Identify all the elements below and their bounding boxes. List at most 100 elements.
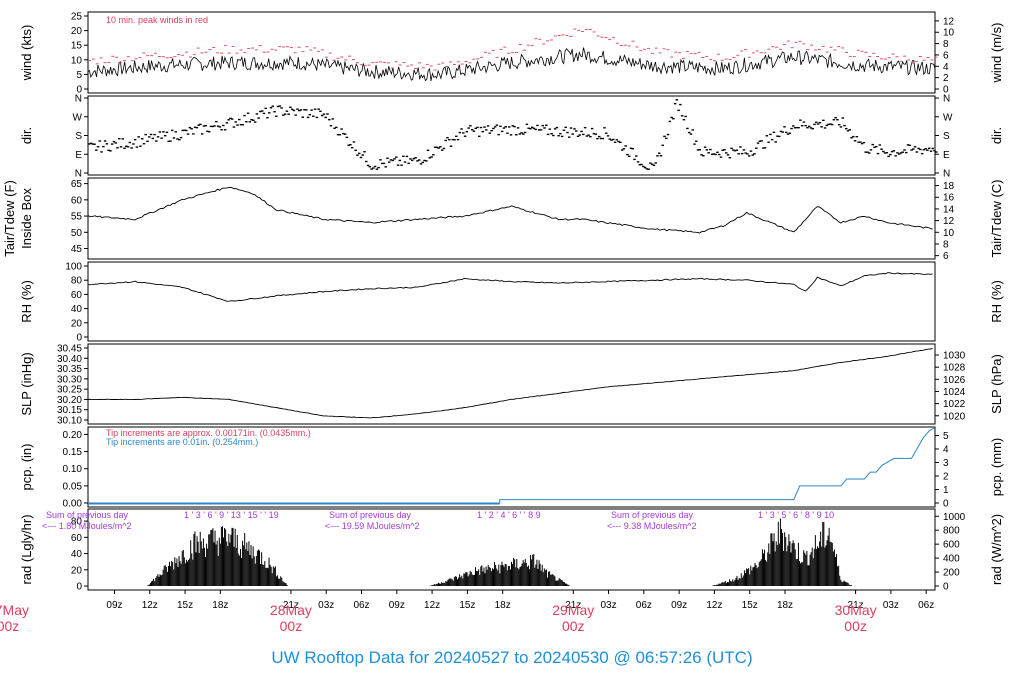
- panel-frame-rh: [87, 261, 936, 342]
- ytick-label-left: 0.15: [63, 447, 83, 458]
- ytick-label-left: 10: [71, 55, 83, 66]
- ylabel-right-wind: wind (m/s): [989, 23, 1004, 84]
- ytick-label-left: 45: [71, 244, 83, 255]
- ytick-label-right: 200: [943, 568, 960, 579]
- panel-frame-rad: [87, 508, 936, 591]
- ytick-label-left: 30.40: [57, 354, 82, 365]
- rad-hour-marks: 1 ' 3 ' 6 ' 9 ' 13 ' 15 ' ' 19: [184, 510, 279, 520]
- ylabel-left-temp: Tair/Tdew (F): [2, 180, 17, 257]
- rad-note-label: Sum of previous day: [611, 510, 694, 520]
- ylabel-left-rad: rad (Lgly/hr): [19, 514, 34, 584]
- xtick-label: 21z: [283, 600, 299, 611]
- xtick-label: 06z: [353, 600, 369, 611]
- ytick-label-left: 25: [71, 12, 83, 23]
- xtick-label: 12z: [706, 600, 722, 611]
- ytick-label-right: W: [943, 112, 953, 123]
- xtick-label: 15z: [459, 600, 475, 611]
- rad-hour-marks: 1 ' 2 ' 4 ' 6 ' ' 8 9: [477, 510, 541, 520]
- day-sub-label: 00z: [562, 618, 585, 634]
- ytick-label-left: 0.20: [63, 430, 83, 441]
- ytick-label-left: E: [75, 150, 82, 161]
- ytick-label-right: N: [943, 169, 950, 180]
- ytick-label-right: 6: [943, 50, 949, 61]
- pcp-note-1: Tip increments are approx. 0.00171in. (0…: [106, 428, 311, 438]
- ytick-label-right: 10: [943, 28, 955, 39]
- ytick-label-right: 14: [943, 204, 955, 215]
- panel-frame-wind: [87, 11, 936, 94]
- ytick-label-left: 15: [71, 41, 83, 52]
- ytick-label-right: 1020: [943, 411, 966, 422]
- ytick-label-right: 1000: [943, 512, 966, 523]
- xtick-label: 12z: [142, 600, 158, 611]
- xtick-label: 21z: [565, 600, 581, 611]
- ytick-label-left: S: [75, 131, 82, 142]
- day-label: 30May: [835, 602, 877, 618]
- ytick-label-left: 55: [71, 212, 83, 223]
- ylabel-right-rad: rad (W/m^2): [989, 514, 1004, 585]
- xtick-label: 15z: [177, 600, 193, 611]
- ytick-label-left: 0.00: [63, 499, 83, 510]
- day-label: 28May: [270, 602, 312, 618]
- xtick-label: 21z: [848, 600, 864, 611]
- ytick-label-left: 60: [71, 195, 83, 206]
- ylabel-left-slp: SLP (inHg): [19, 352, 34, 415]
- ytick-label-left: N: [75, 94, 82, 105]
- ytick-label-left: 100: [65, 262, 82, 273]
- xtick-label: 18z: [495, 600, 511, 611]
- rad-note-value: <--- 19.59 MJoules/m^2: [325, 521, 420, 531]
- ytick-label-left: 30.35: [57, 364, 82, 375]
- day-sub-label: 00z: [280, 618, 303, 634]
- xtick-label: 09z: [671, 600, 687, 611]
- ytick-label-left: 40: [71, 304, 83, 315]
- ylabel-left-dir: dir.: [19, 127, 34, 144]
- ytick-label-left: 50: [71, 228, 83, 239]
- ytick-label-left: 80: [71, 276, 83, 287]
- xtick-label: 03z: [600, 600, 616, 611]
- ytick-label-right: 4: [943, 445, 949, 456]
- day-sub-label: 00z: [0, 618, 19, 634]
- ytick-label-left: 0.05: [63, 481, 83, 492]
- ytick-label-left: 20: [71, 26, 83, 37]
- ytick-label-left: 0: [76, 85, 82, 96]
- ytick-label-left: 5: [76, 70, 82, 81]
- ytick-label-left: 30.25: [57, 385, 82, 396]
- ytick-label-left: 0: [76, 582, 82, 593]
- series-slp: [87, 348, 933, 419]
- ytick-label-right: 0: [943, 85, 949, 96]
- ytick-label-right: N: [943, 94, 950, 105]
- day-label: 27May: [0, 602, 29, 618]
- ytick-label-right: E: [943, 150, 950, 161]
- ytick-label-right: 1022: [943, 399, 966, 410]
- ylabel-left-wind: wind (kts): [19, 25, 34, 82]
- xtick-label: 06z: [918, 600, 934, 611]
- ytick-label-left: 30.20: [57, 395, 82, 406]
- xtick-label: 15z: [742, 600, 758, 611]
- ytick-label-right: 8: [943, 239, 949, 250]
- footer-title: UW Rooftop Data for 20240527 to 20240530…: [271, 648, 753, 667]
- ytick-label-right: S: [943, 131, 950, 142]
- ytick-label-left: 80: [71, 517, 83, 528]
- day-label: 29May: [552, 602, 594, 618]
- ytick-label-right: 8: [943, 39, 949, 50]
- rad-note-label: Sum of previous day: [46, 510, 129, 520]
- ytick-label-right: 1030: [943, 351, 966, 362]
- ytick-label-right: 4: [943, 62, 949, 73]
- ytick-label-left: W: [73, 112, 83, 123]
- xtick-label: 18z: [777, 600, 793, 611]
- ytick-label-left: 0.10: [63, 464, 83, 475]
- xtick-label: 18z: [212, 600, 228, 611]
- ytick-label-left: 40: [71, 549, 83, 560]
- ylabel-right-pcp: pcp. (mm): [989, 438, 1004, 497]
- ytick-label-right: 10: [943, 228, 955, 239]
- ytick-label-right: 800: [943, 526, 960, 537]
- pcp-note-2: Tip increments are 0.01in. (0.254mm.): [106, 437, 258, 447]
- rad-note-label: Sum of previous day: [329, 510, 412, 520]
- ytick-label-right: 400: [943, 554, 960, 565]
- ytick-label-left: 20: [71, 318, 83, 329]
- series-temp: [87, 186, 933, 234]
- panel-frame-pcp: [87, 426, 936, 508]
- ytick-label-left: 60: [71, 290, 83, 301]
- rad-note-value: <--- 9.38 MJoules/m^2: [607, 521, 697, 531]
- ytick-label-left: N: [75, 169, 82, 180]
